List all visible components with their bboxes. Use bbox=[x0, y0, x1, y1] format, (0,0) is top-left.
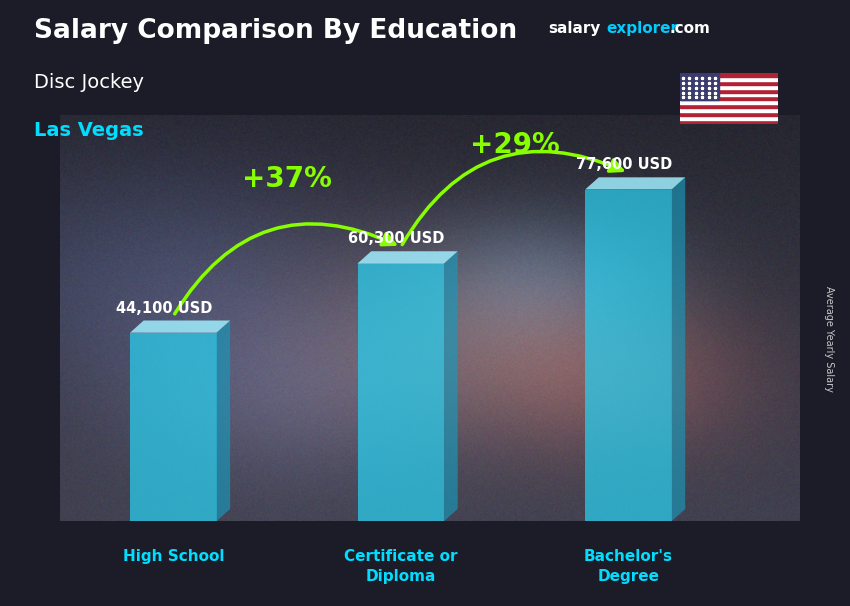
Text: +37%: +37% bbox=[242, 165, 332, 193]
Polygon shape bbox=[358, 251, 457, 264]
Bar bbox=[680, 81, 778, 85]
Bar bbox=[680, 101, 778, 104]
Bar bbox=[680, 73, 719, 101]
Bar bbox=[680, 88, 778, 93]
Bar bbox=[680, 112, 778, 116]
Polygon shape bbox=[672, 178, 685, 521]
Bar bbox=[680, 104, 778, 108]
Text: 60,300 USD: 60,300 USD bbox=[348, 231, 445, 247]
Text: .com: .com bbox=[670, 21, 711, 36]
Bar bbox=[680, 73, 778, 77]
Text: High School: High School bbox=[122, 549, 224, 564]
Text: explorer: explorer bbox=[606, 21, 678, 36]
Text: +29%: +29% bbox=[470, 131, 559, 159]
Text: 44,100 USD: 44,100 USD bbox=[116, 301, 212, 316]
Polygon shape bbox=[585, 190, 672, 521]
Text: salary: salary bbox=[548, 21, 601, 36]
Bar bbox=[680, 116, 778, 120]
Text: Salary Comparison By Education: Salary Comparison By Education bbox=[34, 18, 517, 44]
Text: 77,600 USD: 77,600 USD bbox=[575, 158, 672, 173]
Bar bbox=[680, 77, 778, 81]
Text: Bachelor's
Degree: Bachelor's Degree bbox=[584, 549, 673, 584]
Polygon shape bbox=[585, 178, 685, 190]
Text: Average Yearly Salary: Average Yearly Salary bbox=[824, 287, 834, 392]
Bar bbox=[680, 108, 778, 112]
Polygon shape bbox=[444, 251, 457, 521]
Text: Certificate or
Diploma: Certificate or Diploma bbox=[344, 549, 457, 584]
Polygon shape bbox=[358, 264, 444, 521]
Bar bbox=[680, 93, 778, 96]
Polygon shape bbox=[217, 321, 230, 521]
Text: Disc Jockey: Disc Jockey bbox=[34, 73, 144, 92]
Text: Las Vegas: Las Vegas bbox=[34, 121, 144, 140]
Polygon shape bbox=[130, 333, 217, 521]
Bar bbox=[680, 96, 778, 101]
Bar bbox=[680, 120, 778, 124]
Polygon shape bbox=[130, 321, 230, 333]
Bar bbox=[680, 85, 778, 88]
